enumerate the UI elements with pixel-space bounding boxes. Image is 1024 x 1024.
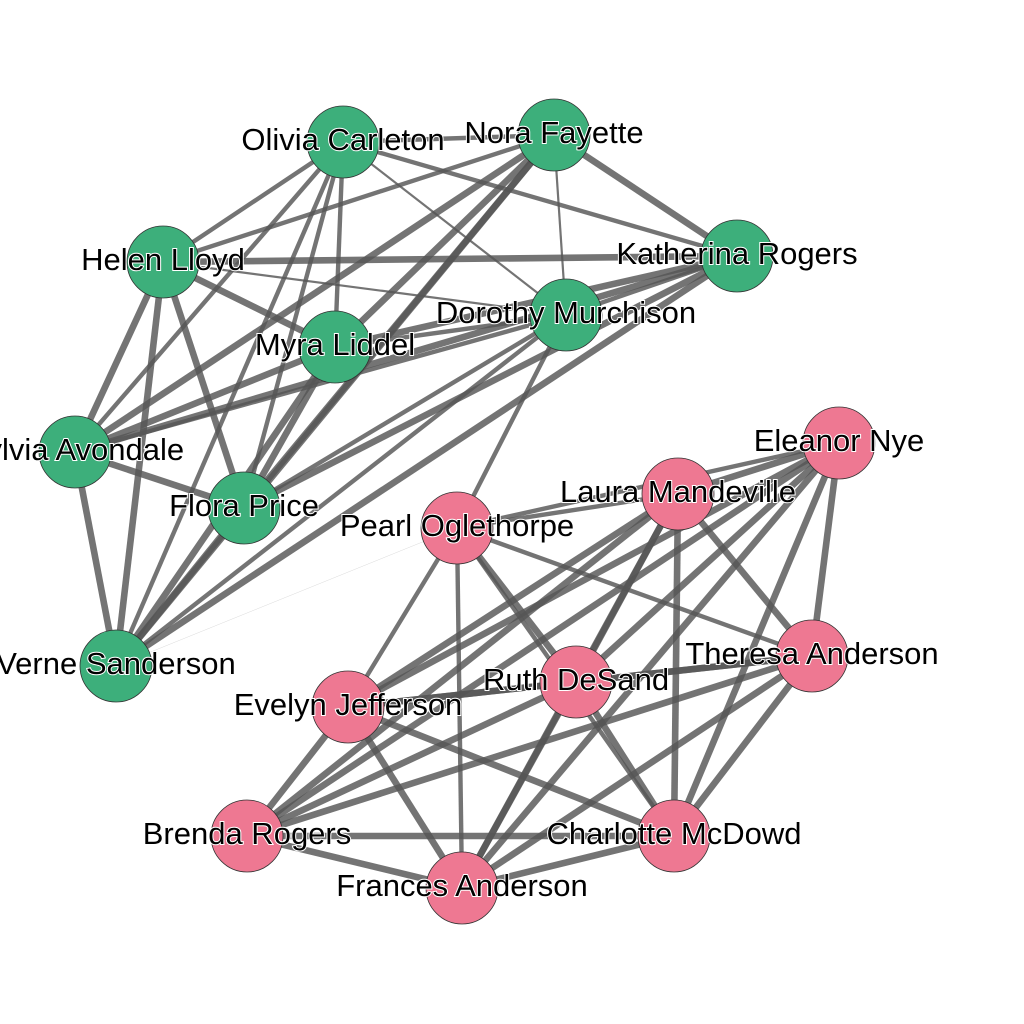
edge-pearl_oglethorpe-frances_anderson [454,527,465,889]
edge-helen_lloyd-dorothy_murchison [162,260,567,317]
node-label-ruth-desand: Ruth DeSand [483,662,669,697]
edge-olivia_carleton-sylvia_avondale [73,140,345,454]
edge-katherina_rogers-flora_price [242,253,739,511]
node-myra-liddel[interactable] [298,310,372,384]
node-label-flora-price: Flora Price [169,488,319,523]
edge-helen_lloyd-flora_price [159,260,248,510]
edge-ruth_desand-evelyn_jefferson [347,678,577,711]
node-dorothy-murchison[interactable] [529,278,603,352]
node-label-sylvia-avondale: Sylvia Avondale [0,432,184,467]
node-label-verne-sanderson: Verne Sanderson [0,646,236,681]
node-label-dorothy-murchison: Dorothy Murchison [436,295,696,330]
edge-theresa_anderson-charlotte_mcdowd [671,653,815,839]
edge-ruth_desand-frances_anderson [459,680,579,890]
edge-laura_mandeville-brenda_rogers [244,491,681,839]
edge-nora_fayette-helen_lloyd [162,132,555,265]
edge-dorothy_murchison-pearl_oglethorpe [455,313,568,530]
edge-theresa_anderson-brenda_rogers [245,652,814,840]
node-evelyn-jefferson[interactable] [311,670,385,744]
node-label-eleanor-nye: Eleanor Nye [754,423,925,458]
node-label-myra-liddel: Myra Liddel [255,327,415,362]
node-label-brenda-rogers: Brenda Rogers [143,816,352,851]
edge-nora_fayette-sylvia_avondale [73,132,556,455]
edge-verne_sanderson-pearl_oglethorpe [115,527,458,667]
node-ruth-desand[interactable] [539,645,613,719]
node-brenda-rogers[interactable] [210,799,284,873]
node-label-pearl-oglethorpe: Pearl Oglethorpe [340,508,574,543]
node-label-charlotte-mcdowd: Charlotte McDowd [547,816,802,851]
node-frances-anderson[interactable] [425,851,499,925]
edge-dorothy_murchison-myra_liddel [334,312,567,350]
edge-katherina_rogers-helen_lloyd [162,252,738,266]
node-label-frances-anderson: Frances Anderson [336,868,588,903]
edge-dorothy_murchison-sylvia_avondale [74,312,567,455]
node-label-laura-mandeville: Laura Mandeville [560,474,796,509]
node-olivia-carleton[interactable] [306,105,380,179]
node-verne-sanderson[interactable] [79,629,153,703]
edge-helen_lloyd-verne_sanderson [112,261,167,667]
node-helen-lloyd[interactable] [126,225,200,299]
node-flora-price[interactable] [207,471,281,545]
edge-dorothy_murchison-verne_sanderson [114,313,568,668]
edge-eleanor_nye-charlotte_mcdowd [670,441,843,838]
edge-dorothy_murchison-flora_price [242,313,568,510]
node-label-olivia-carleton: Olivia Carleton [241,122,444,157]
edge-eleanor_nye-frances_anderson [459,440,842,891]
edge-laura_mandeville-pearl_oglethorpe [456,491,679,531]
nodes-layer [38,98,876,925]
edge-brenda_rogers-frances_anderson [246,832,463,892]
node-label-evelyn-jefferson: Evelyn Jefferson [234,687,463,722]
node-katherina-rogers[interactable] [700,219,774,293]
edge-nora_fayette-katherina_rogers [552,132,739,259]
edge-katherina_rogers-verne_sanderson [114,253,739,669]
edge-laura_mandeville-charlotte_mcdowd [670,493,682,837]
edge-pearl_oglethorpe-theresa_anderson [456,525,813,659]
labels-layer: Olivia Carleton Nora Fayette Katherina Rog… [0,114,940,904]
edge-ruth_desand-brenda_rogers [245,679,578,839]
node-eleanor-nye[interactable] [802,406,876,480]
node-laura-mandeville[interactable] [641,457,715,531]
edge-eleanor_nye-ruth_desand [573,440,842,685]
edge-myra_liddel-sylvia_avondale [73,343,337,456]
node-charlotte-mcdowd[interactable] [637,799,711,873]
node-theresa-anderson[interactable] [775,619,849,693]
node-pearl-oglethorpe[interactable] [420,491,494,565]
node-label-helen-lloyd: Helen Lloyd [81,242,245,277]
node-label-theresa-anderson: Theresa Anderson [685,636,938,671]
node-nora-fayette[interactable] [517,98,591,172]
node-label-katherina-rogers: Katherina Rogers [616,236,857,271]
node-sylvia-avondale[interactable] [38,415,112,489]
edge-olivia_carleton-katherina_rogers [342,139,738,259]
edge-nora_fayette-myra_liddel [332,132,557,350]
edge-evelyn_jefferson-charlotte_mcdowd [346,703,676,840]
node-label-nora-fayette: Nora Fayette [464,115,643,150]
